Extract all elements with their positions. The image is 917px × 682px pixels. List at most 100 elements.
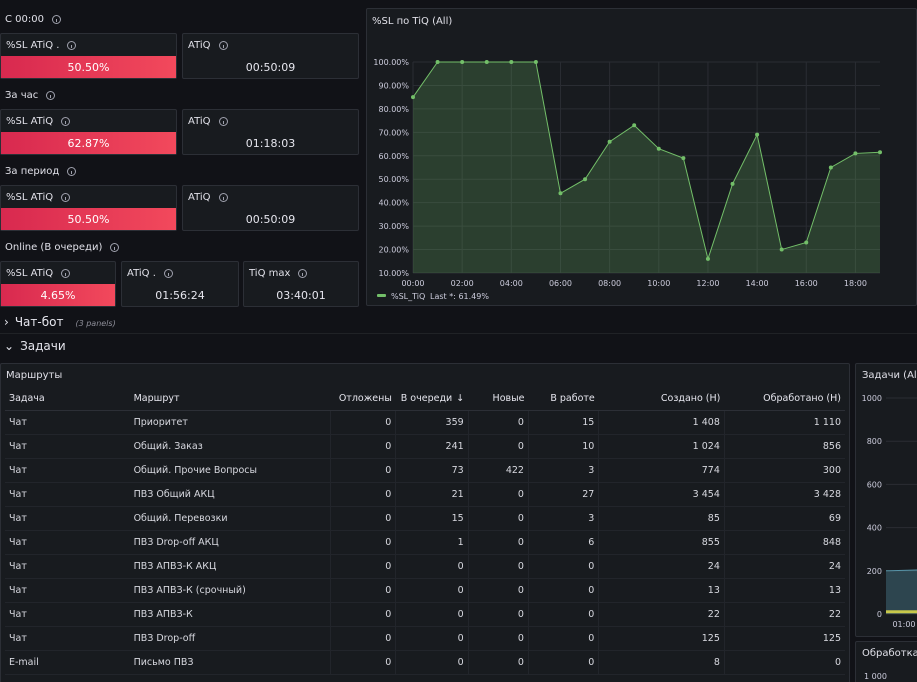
sort-desc-icon[interactable]: ↓ [456, 393, 465, 405]
table-cell: 422 [467, 458, 529, 483]
column-header[interactable]: В работе [528, 388, 599, 411]
section-title-online: Online (В очереди) [5, 242, 120, 253]
table-cell: 0 [330, 410, 396, 435]
chevron-down-icon: ⌄ [4, 339, 15, 353]
table-cell: 13 [723, 578, 845, 603]
table-cell: 24 [598, 554, 725, 579]
tasks-chart[interactable]: 0 200 400 600 800 1000 01:00 [856, 364, 917, 636]
table-row[interactable]: Чат Общий. Перевозки 0 15 0 3 85 69 [5, 506, 845, 531]
y-tick-label: 50.00% [378, 175, 409, 184]
stat-panel-online-tiqmax[interactable]: TiQ max 03:40:01 [243, 261, 359, 307]
table-cell: 1 110 [723, 410, 845, 435]
table-cell: ПВЗ Drop-off АКЦ [129, 530, 331, 555]
stat-panel-online-sl[interactable]: %SL ATiQ 4.65% [0, 261, 116, 307]
column-header[interactable]: Отложены [330, 388, 396, 411]
tasks-chart-panel[interactable]: Задачи (All) 0 200 400 600 800 1000 01:00 [855, 363, 917, 637]
section-title-since: С 00:00 [5, 14, 61, 25]
table-cell: 0 [467, 530, 529, 555]
table-cell: 1 [395, 530, 469, 555]
panel-title: TiQ max [249, 268, 291, 279]
stat-panel-hour-atiq[interactable]: ATiQ 01:18:03 [182, 109, 359, 155]
table-cell: 0 [527, 626, 599, 651]
stat-panel-period-atiq[interactable]: ATiQ 00:50:09 [182, 185, 359, 231]
column-header[interactable]: Обработано (Н) [724, 388, 845, 411]
stat-value-bar: 50.50% [1, 56, 176, 78]
panel-title: %SL по TiQ (All) [372, 16, 453, 27]
column-header[interactable]: Новые [468, 388, 529, 411]
stat-panel-since-atiq[interactable]: ATiQ 00:50:09 [182, 33, 359, 79]
x-tick-label: 06:00 [549, 279, 572, 288]
stat-panel-period-sl[interactable]: %SL ATiQ 50.50% [0, 185, 177, 231]
column-header[interactable]: В очереди ↓ [395, 388, 469, 411]
table-row[interactable]: Чат Общий. Заказ 0 241 0 10 1 024 856 [5, 434, 845, 459]
table-header-row: Задача Маршрут Отложены В очереди ↓ Новые В ра… [5, 388, 845, 411]
info-icon[interactable] [67, 41, 77, 50]
info-icon[interactable] [61, 269, 71, 278]
row-tasks[interactable]: ⌄ Задачи [4, 339, 66, 353]
data-point [583, 177, 588, 182]
y-tick-label: 60.00% [378, 152, 409, 161]
series-area [886, 569, 917, 614]
panel-title: Задачи (All) [862, 370, 917, 381]
x-tick-label: 04:00 [500, 279, 523, 288]
stat-value: 00:50:09 [245, 61, 296, 74]
table-row[interactable]: Чат ПВЗ АПВЗ-К АКЦ 0 0 0 0 24 24 [5, 554, 845, 579]
table-cell: Чат [5, 458, 130, 483]
table-cell: 69 [723, 506, 845, 531]
table-row[interactable]: Чат ПВЗ Drop-off АКЦ 0 1 0 6 855 848 [5, 530, 845, 555]
routes-panel[interactable]: Маршруты Задача Маршрут Отложены В очереди ↓… [0, 363, 850, 682]
table-row[interactable]: Чат ПВЗ АПВЗ-К (срочный) 0 0 0 0 13 13 [5, 578, 845, 603]
stat-value-bar: 62.87% [1, 132, 176, 154]
column-header[interactable]: Задача [5, 388, 130, 411]
table-cell: 27 [527, 482, 599, 507]
sl-chart[interactable]: 10.00% 20.00% 30.00% 40.00% 50.00% 60.00% 70.0… [367, 9, 916, 305]
info-icon[interactable] [46, 91, 56, 100]
stat-panel-online-atiq[interactable]: ATiQ . 01:56:24 [121, 261, 239, 307]
info-icon[interactable] [163, 269, 173, 278]
table-cell: Приоритет [129, 410, 331, 435]
processing-tick: 1 000 [864, 672, 887, 681]
stat-panel-hour-sl[interactable]: %SL ATiQ 62.87% [0, 109, 177, 155]
sl-chart-panel[interactable]: %SL по TiQ (All) 10.00% 20.00% 30.00% 40.00… [366, 8, 917, 306]
panel-title: ATiQ [188, 40, 211, 51]
table-cell: ПВЗ АПВЗ-К АКЦ [129, 554, 331, 579]
table-cell: 22 [723, 602, 845, 627]
row-divider [0, 333, 917, 334]
data-point [705, 256, 710, 261]
info-icon[interactable] [67, 167, 77, 176]
info-icon[interactable] [110, 243, 120, 252]
table-row[interactable]: Чат ПВЗ Общий АКЦ 0 21 0 27 3 454 3 428 [5, 482, 845, 507]
stat-panel-since-sl[interactable]: %SL ATiQ . 50.50% [0, 33, 177, 79]
table-row[interactable]: Чат ПВЗ Drop-off 0 0 0 0 125 125 [5, 626, 845, 651]
stat-value-bar: 50.50% [1, 208, 176, 230]
x-tick-label: 10:00 [647, 279, 670, 288]
table-cell: 0 [467, 554, 529, 579]
column-header[interactable]: Маршрут [129, 388, 331, 411]
info-icon[interactable] [51, 15, 61, 24]
info-icon[interactable] [218, 41, 228, 50]
table-cell: Чат [5, 626, 130, 651]
table-cell: 15 [395, 506, 469, 531]
info-icon[interactable] [61, 193, 71, 202]
table-cell: 22 [598, 602, 725, 627]
info-icon[interactable] [218, 193, 228, 202]
processing-panel[interactable]: Обработка ч 1 000 [855, 641, 917, 682]
chevron-right-icon: › [4, 315, 9, 329]
row-chatbot[interactable]: › Чат-бот (3 panels) [4, 315, 116, 329]
data-point [435, 60, 440, 64]
table-row[interactable]: Чат Приоритет 0 359 0 15 1 408 1 110 [5, 410, 845, 435]
data-point [730, 181, 735, 186]
info-icon[interactable] [61, 117, 71, 126]
info-icon[interactable] [298, 269, 308, 278]
info-icon[interactable] [218, 117, 228, 126]
y-tick-label: 200 [867, 567, 882, 576]
table-cell: 0 [330, 530, 396, 555]
y-tick-label: 100.00% [373, 58, 409, 67]
column-header[interactable]: Создано (Н) [598, 388, 725, 411]
table-row[interactable]: E-mail Письмо ПВЗ 0 0 0 0 8 0 [5, 650, 845, 675]
table-row[interactable]: Чат Общий. Прочие Вопросы 0 73 422 3 774 300 [5, 458, 845, 483]
table-row[interactable]: Чат ПВЗ АПВЗ-К 0 0 0 0 22 22 [5, 602, 845, 627]
table-cell: 13 [598, 578, 725, 603]
table-cell: 0 [467, 578, 529, 603]
table-cell: 0 [395, 578, 469, 603]
